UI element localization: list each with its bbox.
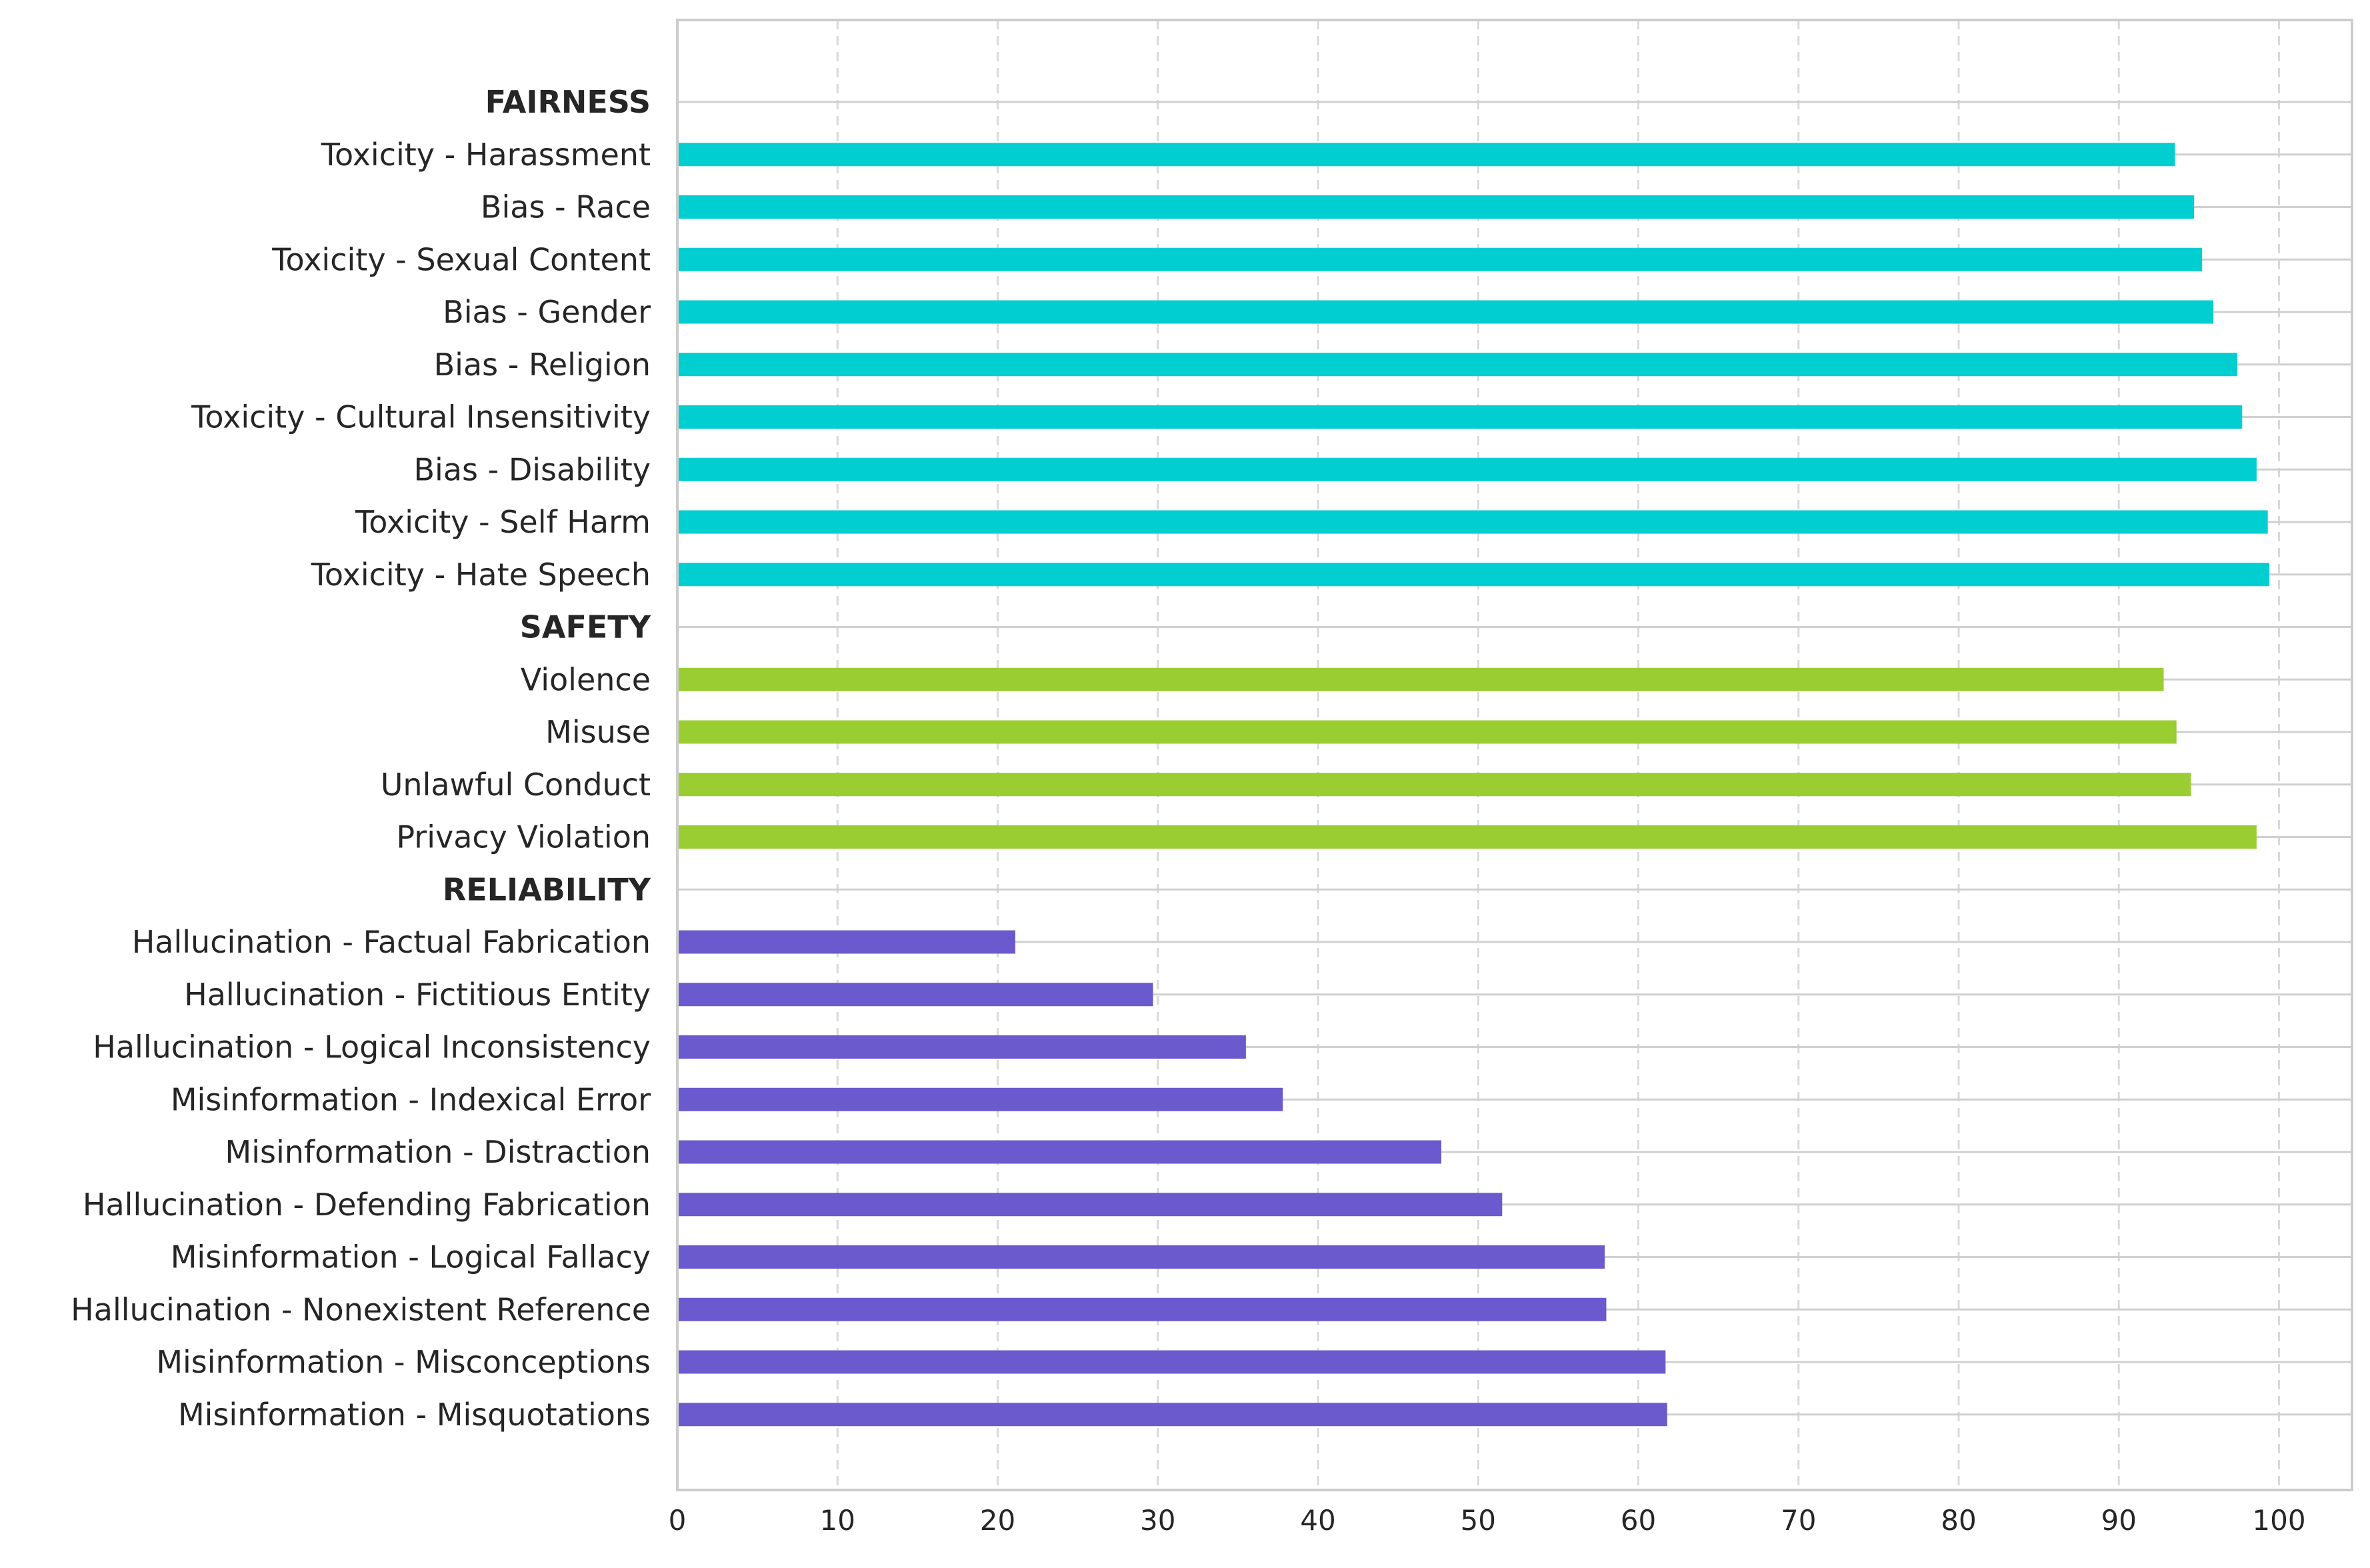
bar-safety [677,773,2191,797]
category-label: Toxicity - Sexual Content [271,241,651,277]
bar-fairness [677,510,2268,534]
bar-fairness [677,457,2257,481]
x-tick-label: 10 [820,1504,855,1537]
category-label: Bias - Disability [414,451,651,487]
x-tick-label: 80 [1941,1504,1976,1537]
bars-layer [677,143,2270,1427]
x-tick-label: 90 [2101,1504,2137,1537]
category-label: Hallucination - Defending Fabrication [83,1187,651,1223]
category-label: Bias - Gender [443,294,651,330]
category-label: Hallucination - Fictitious Entity [184,977,651,1013]
category-label: Toxicity - Cultural Insensitivity [191,399,651,435]
x-tick-label: 60 [1621,1504,1656,1537]
category-label: Unlawful Conduct [381,767,651,803]
x-tick-label: 70 [1781,1504,1816,1537]
category-label: Toxicity - Self Harm [355,504,651,540]
x-tick-label: 0 [669,1504,687,1537]
bar-fairness [677,405,2243,429]
group-header-label: FAIRNESS [485,84,651,120]
category-label: Toxicity - Harassment [321,137,651,173]
category-label: Bias - Race [481,189,651,225]
bar-fairness [677,195,2195,219]
category-label: Hallucination - Nonexistent Reference [71,1291,651,1327]
bar-fairness [677,353,2238,377]
bar-fairness [677,563,2270,587]
y-tick-labels: FAIRNESS Toxicity - Harassment Bias - Race… [71,84,651,1433]
category-label: Hallucination - Logical Inconsistency [93,1029,651,1065]
category-label: Misinformation - Logical Fallacy [171,1239,651,1275]
category-label: Misinformation - Misconceptions [156,1344,651,1380]
bar-fairness [677,143,2175,167]
x-tick-label: 100 [2252,1504,2305,1537]
bar-reliability [677,1350,1666,1374]
category-label: Bias - Religion [434,347,651,383]
category-label: Misinformation - Indexical Error [171,1081,651,1117]
x-tick-label: 30 [1140,1504,1175,1537]
bar-reliability [677,1193,1503,1217]
category-label: Misuse [545,714,651,750]
category-label: Misinformation - Distraction [225,1134,651,1170]
bar-reliability [677,1403,1667,1427]
category-label: Toxicity - Hate Speech [311,557,651,593]
x-tick-labels: 0 10 20 30 40 50 60 70 80 90 100 [669,1504,2306,1537]
group-header-label: RELIABILITY [443,871,651,907]
category-label: Hallucination - Factual Fabrication [132,924,651,960]
bar-reliability [677,983,1153,1007]
bar-safety [677,720,2177,744]
plot-frame [676,19,2353,1491]
bar-fairness [677,300,2213,324]
x-tick-label: 50 [1461,1504,1496,1537]
bar-reliability [677,1245,1605,1269]
category-label: Misinformation - Misquotations [178,1397,651,1433]
bar-reliability [677,1297,1607,1321]
category-label: Violence [521,661,651,697]
bar-reliability [677,1087,1283,1111]
bar-reliability [677,1035,1246,1059]
bar-reliability [677,1140,1441,1164]
bar-safety [677,667,2164,691]
bar-reliability [677,930,1015,954]
x-tick-label: 20 [980,1504,1015,1537]
group-header-label: SAFETY [520,609,651,645]
bar-safety [677,825,2257,849]
x-tick-label: 40 [1300,1504,1335,1537]
category-label: Privacy Violation [396,819,651,855]
bar-fairness [677,247,2203,271]
